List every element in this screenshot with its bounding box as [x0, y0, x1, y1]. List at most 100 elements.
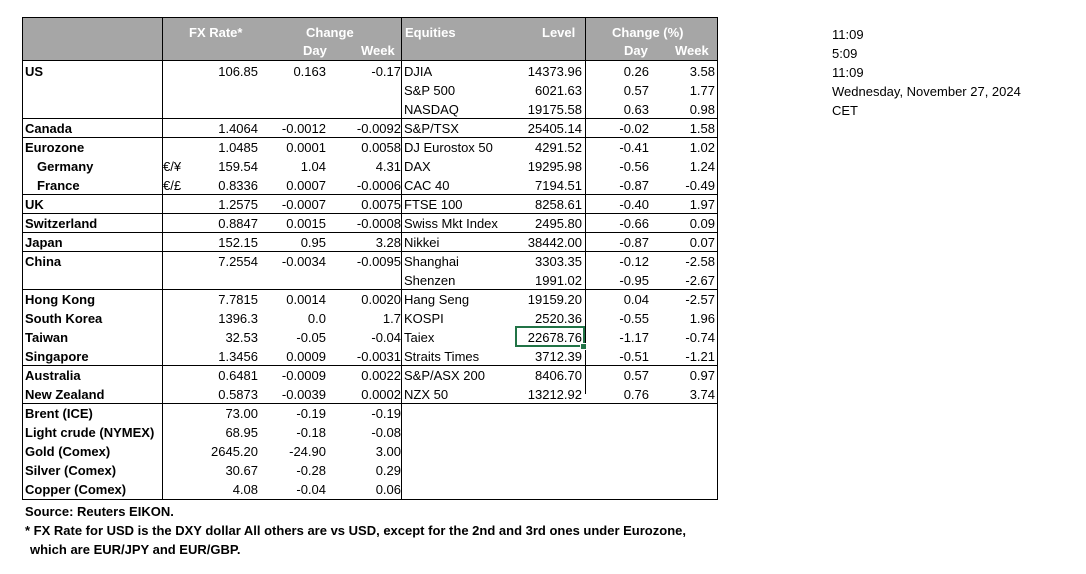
cell-day[interactable]: 0.163 — [293, 64, 326, 79]
cell-name[interactable] — [25, 271, 161, 290]
cell-eqweek[interactable]: 3.58 — [689, 64, 715, 79]
cell-level[interactable]: 38442.00 — [527, 235, 582, 250]
cell-eq[interactable] — [404, 480, 514, 499]
cell-eqweek[interactable]: 0.07 — [689, 235, 715, 250]
cell-rate[interactable]: 1.4064 — [218, 121, 258, 136]
cell-day[interactable]: 0.0014 — [286, 292, 326, 307]
cell-name[interactable]: Eurozone — [25, 140, 85, 155]
cell-week[interactable]: 1.7 — [382, 311, 401, 326]
cell-eqday[interactable] — [582, 423, 649, 442]
cell-level[interactable] — [503, 480, 582, 499]
cell-week[interactable]: -0.19 — [371, 406, 401, 421]
cell-eqweek[interactable]: -2.57 — [685, 292, 715, 307]
cell-day[interactable]: 0.0 — [307, 311, 326, 326]
cell-eqweek[interactable]: 1.24 — [689, 159, 715, 174]
cell-eqday[interactable]: -0.56 — [619, 159, 649, 174]
cell-eq[interactable]: FTSE 100 — [404, 197, 463, 212]
cell-eqweek[interactable]: 1.77 — [689, 83, 715, 98]
cell-level[interactable]: 19159.20 — [527, 292, 582, 307]
cell-name[interactable]: Canada — [25, 121, 72, 136]
cell-eqday[interactable]: 0.76 — [623, 387, 649, 402]
cell-rate[interactable]: 30.67 — [225, 463, 258, 478]
cell-cur[interactable]: €/¥ — [163, 159, 182, 174]
cell-day[interactable]: -0.0012 — [281, 121, 326, 136]
cell-day[interactable]: -0.0009 — [281, 368, 326, 383]
cell-name[interactable]: Light crude (NYMEX) — [25, 425, 155, 440]
cell-day[interactable]: -0.19 — [296, 406, 326, 421]
cell-name[interactable]: Japan — [25, 235, 63, 250]
fill-handle[interactable] — [580, 343, 587, 350]
cell-rate[interactable]: 0.5873 — [218, 387, 258, 402]
cell-day[interactable]: 0.0007 — [286, 178, 326, 193]
cell-day[interactable] — [258, 271, 326, 290]
cell-week[interactable]: -0.0092 — [356, 121, 401, 136]
cell-week[interactable]: -0.17 — [371, 64, 401, 79]
cell-week[interactable]: 0.06 — [375, 482, 401, 497]
cell-day[interactable]: 0.0001 — [286, 140, 326, 155]
cell-week[interactable]: -0.04 — [371, 330, 401, 345]
cell-name[interactable]: Singapore — [25, 349, 89, 364]
cell-eqday[interactable]: -0.66 — [619, 216, 649, 231]
cell-day[interactable]: -24.90 — [289, 444, 326, 459]
cell-eqweek[interactable]: 1.96 — [689, 311, 715, 326]
cell-rate[interactable]: 32.53 — [225, 330, 258, 345]
cell-eq[interactable] — [404, 442, 514, 461]
cell-week[interactable]: -0.0031 — [356, 349, 401, 364]
cell-eqday[interactable]: -0.55 — [619, 311, 649, 326]
cell-eq[interactable]: KOSPI — [404, 311, 444, 326]
cell-day[interactable]: -0.0007 — [281, 197, 326, 212]
cell-level[interactable]: 14373.96 — [527, 64, 582, 79]
cell-rate[interactable]: 7.2554 — [218, 254, 258, 269]
cell-eq[interactable]: Swiss Mkt Index — [404, 216, 498, 231]
cell-eq[interactable]: DJ Eurostox 50 — [404, 140, 493, 155]
cell-rate[interactable]: 0.8336 — [218, 178, 258, 193]
cell-cur[interactable]: €/£ — [163, 178, 182, 193]
cell-week[interactable] — [326, 271, 401, 290]
cell-eqweek[interactable]: -1.21 — [685, 349, 715, 364]
cell-eqday[interactable]: -1.17 — [619, 330, 649, 345]
cell-day[interactable]: -0.05 — [296, 330, 326, 345]
cell-level[interactable]: 8258.61 — [535, 197, 582, 212]
cell-eq[interactable]: S&P/TSX — [404, 121, 459, 136]
cell-name[interactable]: New Zealand — [25, 387, 105, 402]
cell-eq[interactable]: Straits Times — [404, 349, 480, 364]
cell-level[interactable]: 6021.63 — [535, 83, 582, 98]
cell-eq[interactable]: CAC 40 — [404, 178, 450, 193]
cell-level[interactable]: 2495.80 — [535, 216, 582, 231]
cell-eqweek[interactable]: -0.49 — [685, 178, 715, 193]
cell-name[interactable]: Germany — [37, 159, 94, 174]
cell-level[interactable]: 22678.76 — [527, 330, 582, 345]
selected-cell[interactable] — [515, 326, 585, 347]
cell-rate[interactable]: 106.85 — [218, 64, 258, 79]
cell-rate[interactable]: 1.2575 — [218, 197, 258, 212]
cell-rate[interactable] — [163, 100, 258, 119]
cell-day[interactable]: 1.04 — [300, 159, 326, 174]
cell-eq[interactable]: NASDAQ — [404, 102, 459, 117]
cell-week[interactable]: 0.0058 — [361, 140, 401, 155]
cell-level[interactable]: 19175.58 — [527, 102, 582, 117]
cell-eqday[interactable]: -0.87 — [619, 235, 649, 250]
cell-eqweek[interactable]: 0.97 — [689, 368, 715, 383]
cell-eqday[interactable]: 0.63 — [623, 102, 649, 117]
cell-week[interactable]: 0.29 — [375, 463, 401, 478]
cell-eqday[interactable] — [582, 404, 649, 423]
cell-week[interactable]: -0.0008 — [356, 216, 401, 231]
cell-rate[interactable]: 73.00 — [225, 406, 258, 421]
cell-level[interactable]: 19295.98 — [527, 159, 582, 174]
cell-week[interactable] — [326, 100, 401, 119]
cell-name[interactable]: Switzerland — [25, 216, 98, 231]
cell-rate[interactable]: 2645.20 — [211, 444, 258, 459]
cell-week[interactable]: 4.31 — [375, 159, 401, 174]
cell-name[interactable]: Hong Kong — [25, 292, 96, 307]
cell-name[interactable]: UK — [25, 197, 44, 212]
cell-week[interactable] — [326, 81, 401, 100]
cell-rate[interactable]: 1.3456 — [218, 349, 258, 364]
cell-week[interactable]: 0.0020 — [361, 292, 401, 307]
cell-level[interactable] — [503, 442, 582, 461]
cell-eq[interactable]: Shenzen — [404, 273, 456, 288]
cell-name[interactable]: Taiwan — [25, 330, 69, 345]
cell-day[interactable]: -0.0039 — [281, 387, 326, 402]
cell-eqday[interactable]: -0.51 — [619, 349, 649, 364]
cell-name[interactable]: France — [37, 178, 80, 193]
cell-eqday[interactable]: -0.95 — [619, 273, 649, 288]
